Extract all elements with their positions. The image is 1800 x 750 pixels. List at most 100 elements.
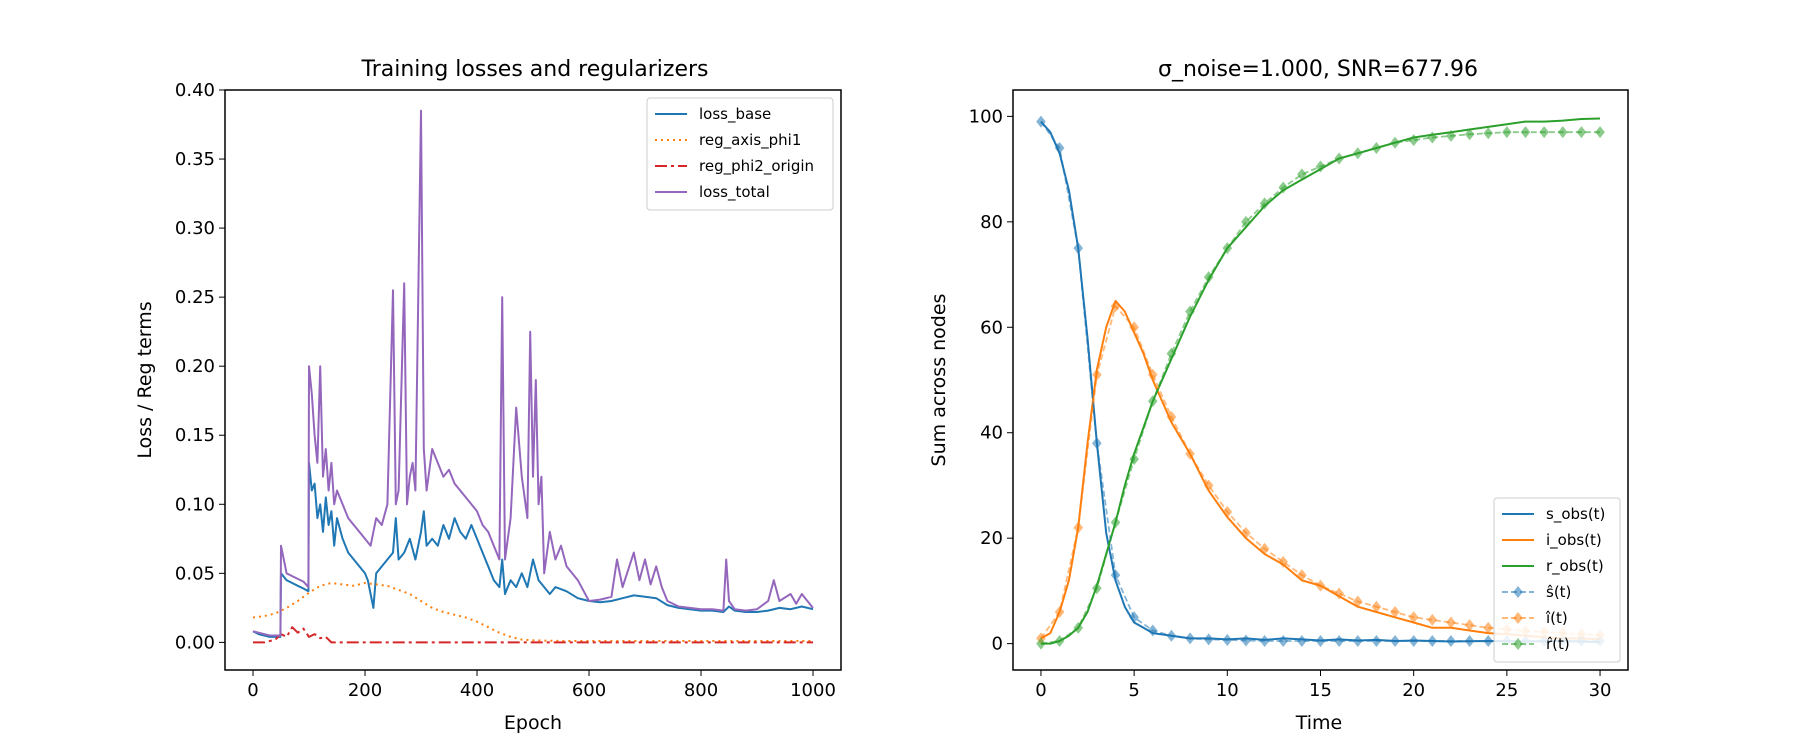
loss-chart-ylabel: Loss / Reg terms	[134, 301, 156, 458]
series-marker-5	[1203, 271, 1214, 284]
series-marker-4	[1259, 542, 1270, 555]
series-marker-4	[1203, 479, 1214, 492]
legend-label: loss_base	[699, 105, 771, 124]
series-marker-4	[1110, 300, 1121, 313]
loss-chart-title: Training losses and regularizers	[360, 57, 708, 82]
series-marker-5	[1185, 305, 1195, 318]
series-marker-3	[1185, 632, 1195, 645]
series-line-1	[252, 582, 813, 642]
y-tick-label: 100	[969, 106, 1003, 127]
series-marker-4	[1241, 526, 1251, 539]
legend-marker	[1513, 612, 1523, 624]
series-marker-5	[1315, 160, 1326, 173]
x-tick-label: 30	[1589, 680, 1612, 701]
series-marker-5	[1166, 347, 1177, 360]
series-marker-3	[1427, 635, 1438, 647]
y-tick-label: 60	[980, 317, 1003, 338]
series-marker-3	[1464, 635, 1475, 647]
y-tick-label: 0.15	[175, 425, 215, 446]
x-tick-label: 0	[1035, 680, 1046, 701]
series-marker-4	[1390, 606, 1400, 618]
y-tick-label: 0.30	[175, 218, 215, 239]
series-marker-3	[1110, 569, 1121, 582]
y-tick-label: 0.40	[175, 80, 215, 101]
series-marker-3	[1092, 437, 1102, 450]
y-tick-label: 20	[980, 528, 1003, 549]
series-marker-3	[1446, 635, 1456, 647]
loss-chart-xlabel: Epoch	[504, 712, 562, 734]
series-marker-5	[1110, 516, 1121, 529]
y-tick-label: 0.10	[175, 494, 215, 515]
legend-marker	[1513, 638, 1523, 650]
series-marker-5	[1557, 126, 1568, 139]
series-marker-4	[1315, 579, 1326, 592]
loss-chart: Training losses and regularizers 0 200 400…	[134, 57, 842, 734]
y-tick-label: 40	[980, 423, 1003, 444]
series-marker-5	[1502, 126, 1512, 139]
legend-label: ŝ(t)	[1546, 583, 1571, 601]
series-marker-3	[1036, 115, 1046, 128]
series-marker-5	[1483, 127, 1494, 140]
series-marker-5	[1147, 395, 1158, 408]
legend-label: reg_phi2_origin	[699, 157, 814, 176]
series-marker-5	[1222, 242, 1233, 255]
series-marker-3	[1278, 635, 1289, 647]
sir-chart-title: σ_noise=1.000, SNR=677.96	[1158, 57, 1478, 82]
series-marker-4	[1371, 600, 1382, 613]
series-marker-3	[1334, 635, 1344, 647]
series-marker-3	[1147, 624, 1158, 637]
x-tick-label: 5	[1128, 680, 1139, 701]
series-marker-3	[1259, 635, 1270, 647]
series-marker-4	[1352, 595, 1363, 608]
legend-label: reg_axis_phi1	[699, 131, 801, 150]
series-marker-3	[1408, 635, 1419, 647]
series-marker-5	[1278, 181, 1289, 194]
series-marker-5	[1371, 142, 1382, 154]
y-tick-label: 0.05	[175, 563, 215, 584]
x-tick-label: 15	[1309, 680, 1332, 701]
series-marker-5	[1334, 152, 1344, 165]
series-marker-4	[1185, 447, 1195, 460]
series-marker-4	[1166, 410, 1177, 423]
series-marker-4	[1278, 555, 1289, 568]
series-marker-4	[1054, 606, 1065, 618]
series-marker-3	[1352, 635, 1363, 647]
series-marker-5	[1054, 635, 1065, 647]
series-marker-4	[1129, 321, 1139, 334]
series-marker-4	[1092, 368, 1102, 381]
y-tick-label: 0	[992, 634, 1003, 655]
series-marker-5	[1464, 128, 1475, 141]
series-marker-3	[1073, 242, 1084, 255]
x-tick-label: 400	[460, 680, 494, 701]
series-marker-5	[1576, 126, 1587, 139]
legend-label: î(t)	[1545, 609, 1568, 627]
series-marker-4	[1334, 587, 1344, 600]
series-marker-5	[1129, 453, 1139, 466]
series-marker-3	[1371, 635, 1382, 647]
x-tick-label: 800	[684, 680, 718, 701]
x-tick-label: 0	[247, 680, 258, 701]
series-marker-5	[1408, 134, 1419, 147]
legend-box	[646, 97, 834, 211]
series-marker-3	[1297, 635, 1307, 647]
legend-label: r̂(t)	[1546, 635, 1570, 653]
series-marker-5	[1446, 129, 1456, 142]
legend-label: loss_total	[699, 183, 770, 202]
y-tick-label: 0.35	[175, 149, 215, 170]
y-tick-label: 80	[980, 212, 1003, 233]
x-tick-label: 25	[1495, 680, 1518, 701]
loss-chart-frame	[224, 89, 842, 671]
legend-label: s_obs(t)	[1546, 505, 1605, 524]
y-tick-label: 0.00	[175, 632, 215, 653]
series-marker-5	[1036, 637, 1046, 650]
sir-chart-xlabel: Time	[1295, 712, 1343, 734]
series-marker-5	[1297, 168, 1307, 181]
series-marker-3	[1241, 634, 1251, 647]
series-marker-5	[1595, 126, 1605, 139]
series-marker-4	[1427, 613, 1438, 626]
series-marker-4	[1464, 619, 1475, 632]
sir-chart-legend: s_obs(t) i_obs(t) r_obs(t) ŝ(t) î(t) r̂(t)	[1493, 497, 1621, 663]
x-tick-label: 1000	[790, 680, 836, 701]
y-tick-label: 0.20	[175, 356, 215, 377]
